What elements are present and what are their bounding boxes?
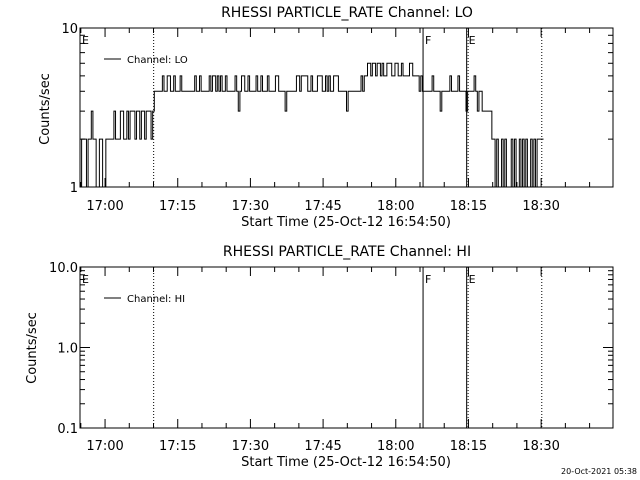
hi-plot-frame — [79, 266, 614, 429]
x-tick-label: 17:30 — [232, 199, 269, 214]
y-tick-label: 10 — [61, 22, 78, 37]
hi-axis-ticks: 17:00 17:15 17:30 17:45 18:00 18:15 18:30 0.1 1.… — [49, 261, 613, 454]
x-tick-label: 18:15 — [450, 199, 487, 214]
event-marker-label: F — [425, 34, 431, 47]
hi-channel-panel: RHESSI PARTICLE_RATE Channel: HI Start T… — [25, 244, 614, 470]
x-tick-label: 17:00 — [86, 439, 123, 454]
y-tick-label: 1 — [70, 181, 78, 196]
x-tick-label: 18:00 — [377, 199, 414, 214]
y-tick-label: 10.0 — [49, 261, 78, 276]
x-tick-label: 18:30 — [522, 199, 559, 214]
hi-chart-title: RHESSI PARTICLE_RATE Channel: HI — [223, 244, 471, 260]
lo-x-axis-label: Start Time (25-Oct-12 16:54:50) — [241, 215, 451, 230]
event-marker-label: E — [82, 273, 89, 286]
event-marker-label: E — [469, 273, 476, 286]
lo-legend: Channel: LO — [104, 55, 188, 66]
x-tick-label: 17:45 — [304, 199, 341, 214]
x-tick-label: 17:30 — [232, 439, 269, 454]
lo-channel-panel: RHESSI PARTICLE_RATE Channel: LO Start T… — [38, 5, 614, 230]
x-tick-label: 17:00 — [86, 199, 123, 214]
series-line — [80, 62, 544, 188]
hi-legend-label: Channel: HI — [127, 294, 185, 305]
footer-timestamp: 20-Oct-2021 05:38 — [561, 467, 637, 476]
event-marker-label: E — [469, 34, 476, 47]
x-tick-label: 17:45 — [304, 439, 341, 454]
x-tick-label: 18:30 — [522, 439, 559, 454]
lo-legend-label: Channel: LO — [127, 55, 188, 66]
x-tick-label: 17:15 — [159, 439, 196, 454]
y-tick-label: 0.1 — [57, 422, 78, 437]
lo-series-group — [80, 62, 544, 188]
x-tick-label: 17:15 — [159, 199, 196, 214]
x-tick-label: 18:00 — [377, 439, 414, 454]
hi-y-axis-label: Counts/sec — [25, 312, 40, 384]
x-tick-label: 18:15 — [450, 439, 487, 454]
hi-legend: Channel: HI — [104, 294, 185, 305]
event-marker-label: F — [425, 273, 431, 286]
y-tick-label: 1.0 — [57, 342, 78, 357]
event-marker-label: E — [82, 34, 89, 47]
lo-y-axis-label: Counts/sec — [38, 73, 53, 145]
lo-axis-ticks: 17:00 17:15 17:30 17:45 18:00 18:15 18:30 1 10 — [61, 22, 613, 214]
lo-chart-title: RHESSI PARTICLE_RATE Channel: LO — [221, 5, 473, 21]
hi-x-axis-label: Start Time (25-Oct-12 16:54:50) — [241, 455, 451, 470]
